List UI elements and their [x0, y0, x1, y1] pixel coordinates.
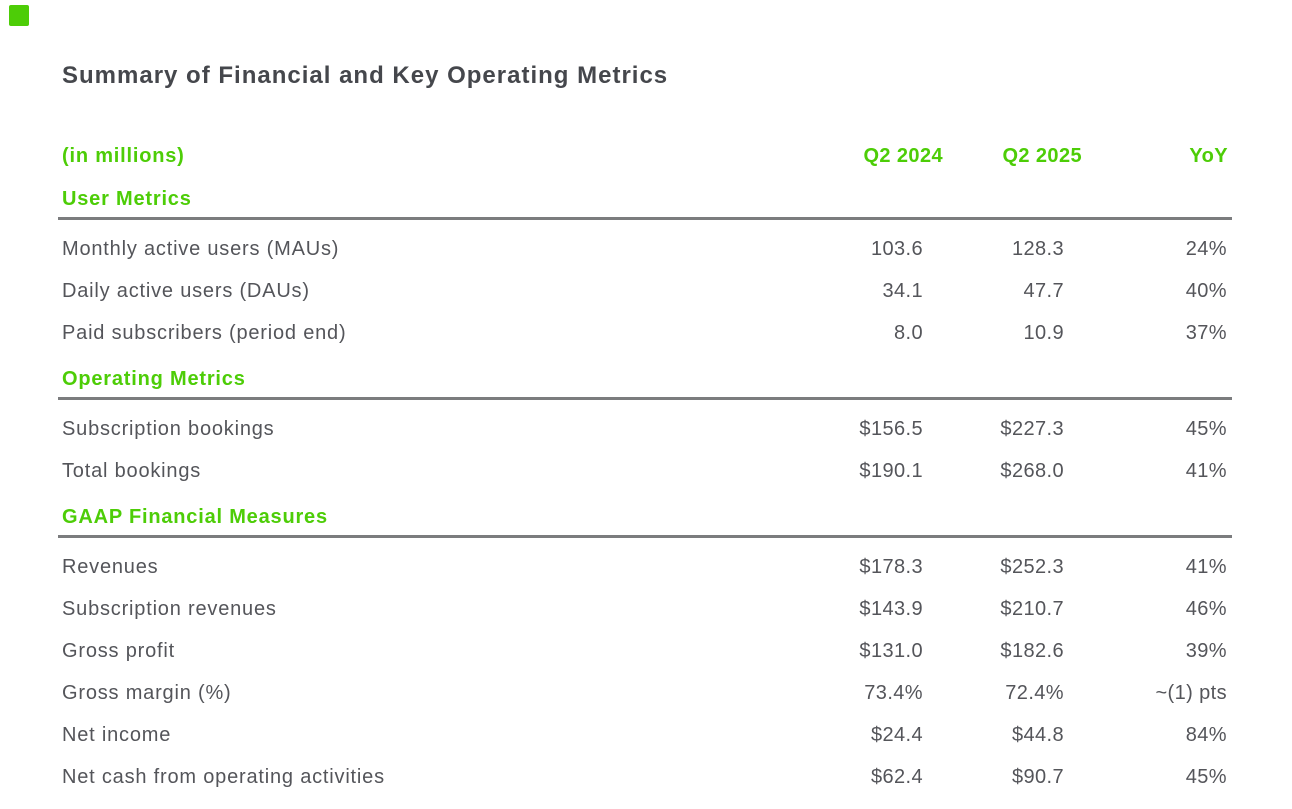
- row-value: $227.3: [1000, 417, 1064, 440]
- row-value: $44.8: [1011, 723, 1064, 746]
- table-row: Gross profit $131.0 $182.6 39%: [58, 630, 1232, 672]
- row-value: 45%: [1185, 765, 1227, 788]
- table-row: Net cash from operating activities $62.4 $…: [58, 756, 1232, 798]
- section-rows: Subscription bookings $156.5 $227.3 45% Tota…: [58, 400, 1232, 492]
- row-value: 8.0: [893, 321, 923, 344]
- table-sections: User Metrics Monthly active users (MAUs) 1…: [58, 181, 1232, 798]
- table-row: Daily active users (DAUs) 34.1 47.7 40%: [58, 270, 1232, 312]
- table-row: Subscription bookings $156.5 $227.3 45%: [58, 408, 1232, 450]
- row-value: $62.4: [870, 765, 923, 788]
- row-label: Gross profit: [62, 639, 175, 662]
- row-value: 40%: [1185, 279, 1227, 302]
- section-rows: Revenues $178.3 $252.3 41% Subscription reve…: [58, 538, 1232, 798]
- table-row: Gross margin (%) 73.4% 72.4% ~(1) pts: [58, 672, 1232, 714]
- table-row: Paid subscribers (period end) 8.0 10.9 37%: [58, 312, 1232, 354]
- row-value: 72.4%: [1005, 681, 1064, 704]
- row-value: $268.0: [1000, 459, 1064, 482]
- row-label: Gross margin (%): [62, 681, 232, 704]
- brand-logo-square-icon: [9, 5, 29, 26]
- row-value: $131.0: [859, 639, 923, 662]
- row-value: $90.7: [1011, 765, 1064, 788]
- section-divider: [58, 217, 1232, 220]
- row-value: $252.3: [1000, 555, 1064, 578]
- row-value: ~(1) pts: [1155, 681, 1227, 704]
- table-row: Monthly active users (MAUs) 103.6 128.3 24%: [58, 228, 1232, 270]
- column-header-q2-2024: Q2 2024: [863, 144, 943, 167]
- section-divider: [58, 535, 1232, 538]
- column-header-q2-2025: Q2 2025: [1002, 144, 1082, 167]
- row-label: Monthly active users (MAUs): [62, 237, 340, 260]
- section-title: User Metrics: [62, 187, 192, 210]
- table-row: Total bookings $190.1 $268.0 41%: [58, 450, 1232, 492]
- row-value: $143.9: [859, 597, 923, 620]
- row-value: 103.6: [870, 237, 923, 260]
- row-value: $182.6: [1000, 639, 1064, 662]
- row-label: Daily active users (DAUs): [62, 279, 310, 302]
- section-title: GAAP Financial Measures: [62, 505, 328, 528]
- row-value: 39%: [1185, 639, 1227, 662]
- row-value: $178.3: [859, 555, 923, 578]
- page-title: Summary of Financial and Key Operating M…: [62, 62, 669, 89]
- row-label: Paid subscribers (period end): [62, 321, 347, 344]
- table-row: Revenues $178.3 $252.3 41%: [58, 546, 1232, 588]
- section-rows: Monthly active users (MAUs) 103.6 128.3 24%…: [58, 220, 1232, 354]
- column-header-yoy: YoY: [1189, 144, 1228, 167]
- row-value: 34.1: [882, 279, 923, 302]
- row-value: $190.1: [859, 459, 923, 482]
- row-label: Subscription revenues: [62, 597, 277, 620]
- unit-label: (in millions): [62, 144, 185, 167]
- row-value: 37%: [1185, 321, 1227, 344]
- row-value: $24.4: [870, 723, 923, 746]
- table-header-row: (in millions) Q2 2024 Q2 2025 YoY: [58, 138, 1232, 174]
- row-value: 128.3: [1011, 237, 1064, 260]
- row-label: Net income: [62, 723, 172, 746]
- row-value: 41%: [1185, 459, 1227, 482]
- row-value: 10.9: [1023, 321, 1064, 344]
- row-value: 41%: [1185, 555, 1227, 578]
- row-value: 73.4%: [864, 681, 923, 704]
- table-section: Operating Metrics Subscription bookings $1…: [58, 361, 1232, 492]
- row-value: 24%: [1185, 237, 1227, 260]
- section-divider: [58, 397, 1232, 400]
- row-value: 46%: [1185, 597, 1227, 620]
- row-value: 45%: [1185, 417, 1227, 440]
- row-value: 47.7: [1023, 279, 1064, 302]
- row-value: 84%: [1185, 723, 1227, 746]
- table-section: GAAP Financial Measures Revenues $178.3 $25…: [58, 499, 1232, 798]
- row-label: Subscription bookings: [62, 417, 275, 440]
- row-value: $210.7: [1000, 597, 1064, 620]
- section-title: Operating Metrics: [62, 367, 246, 390]
- table-row: Subscription revenues $143.9 $210.7 46%: [58, 588, 1232, 630]
- row-label: Net cash from operating activities: [62, 765, 385, 788]
- table-row: Net income $24.4 $44.8 84%: [58, 714, 1232, 756]
- financial-metrics-table: (in millions) Q2 2024 Q2 2025 YoY User M…: [58, 138, 1232, 798]
- table-section: User Metrics Monthly active users (MAUs) 1…: [58, 181, 1232, 354]
- row-label: Total bookings: [62, 459, 202, 482]
- row-value: $156.5: [859, 417, 923, 440]
- row-label: Revenues: [62, 555, 159, 578]
